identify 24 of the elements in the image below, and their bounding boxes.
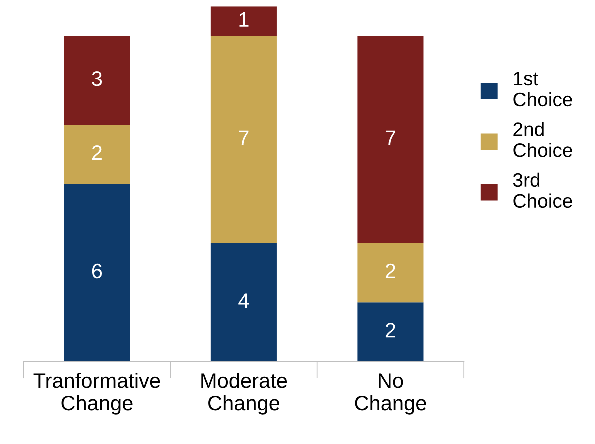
bar xyxy=(210,36,277,244)
data-label: 2 xyxy=(386,323,396,338)
legend-label: 1st Choice xyxy=(514,72,572,107)
data-label: 7 xyxy=(239,130,249,146)
data-label: 4 xyxy=(238,294,250,308)
legend-label: 2nd Choice xyxy=(514,122,572,158)
data-label: 1 xyxy=(240,12,249,27)
data-label: 7 xyxy=(386,130,396,146)
bar xyxy=(64,36,130,126)
bar xyxy=(210,243,277,362)
bar xyxy=(358,302,424,362)
x-tick-label: No Change xyxy=(355,374,426,415)
data-label: 6 xyxy=(92,264,102,279)
x-tick-label: Moderate Change xyxy=(202,372,288,415)
data-label: 2 xyxy=(386,264,396,278)
data-label: 3 xyxy=(92,72,102,86)
bar xyxy=(358,243,424,303)
bar xyxy=(64,125,130,184)
bar xyxy=(64,184,130,362)
data-label: 2 xyxy=(92,146,102,160)
legend-label: 3rd Choice xyxy=(513,172,572,208)
bar xyxy=(358,36,424,244)
bar xyxy=(210,6,277,36)
x-tick-label: Tranformative Change xyxy=(34,372,160,415)
